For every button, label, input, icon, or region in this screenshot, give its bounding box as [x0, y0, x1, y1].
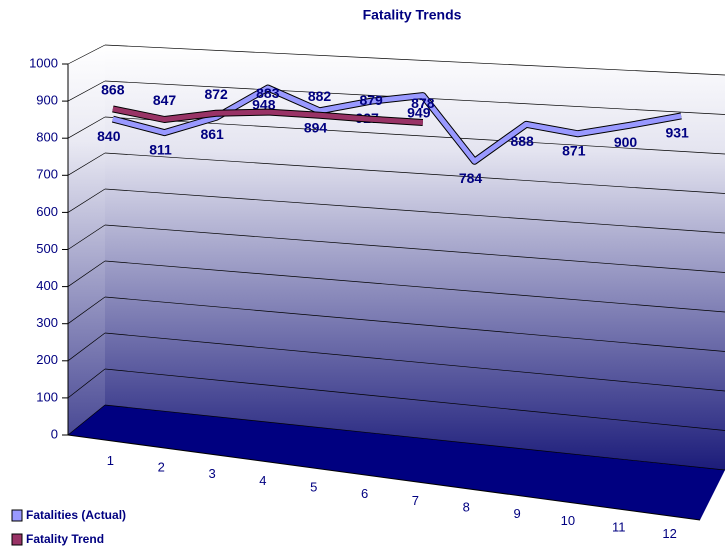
x-tick-label: 4 [259, 473, 266, 488]
data-label: 882 [308, 88, 332, 104]
grid-line [67, 188, 106, 213]
series-line [112, 85, 682, 164]
data-label: 840 [97, 128, 121, 144]
x-tick-label: 10 [561, 513, 575, 528]
data-label: 894 [304, 120, 328, 136]
data-label: 872 [204, 86, 228, 102]
y-tick-label: 200 [36, 352, 58, 367]
data-label: 868 [101, 82, 125, 98]
grid-line [67, 296, 106, 324]
y-tick-label: 300 [36, 315, 58, 330]
grid-line [67, 368, 106, 399]
data-label: 784 [459, 170, 483, 186]
grid-line [67, 404, 106, 436]
grid-line [104, 332, 726, 392]
y-tick-label: 0 [51, 426, 58, 441]
x-tick-label: 7 [412, 493, 419, 508]
series-line [112, 106, 423, 125]
x-tick-label: 5 [310, 479, 317, 494]
grid-line [104, 188, 726, 234]
back-wall [105, 45, 725, 470]
x-tick-label: 9 [513, 506, 520, 521]
grid-line [104, 152, 726, 194]
data-label: 861 [200, 126, 224, 142]
grid-line [67, 152, 106, 176]
y-tick-label: 800 [36, 130, 58, 145]
legend-label: Fatality Trend [26, 532, 104, 546]
grid-line [104, 296, 726, 352]
x-tick-label: 6 [361, 486, 368, 501]
x-tick-label: 2 [158, 459, 165, 474]
data-label: 871 [562, 142, 586, 158]
grid-line [104, 368, 726, 431]
data-label: 847 [153, 92, 177, 108]
y-tick-label: 400 [36, 278, 58, 293]
data-label: 949 [407, 104, 431, 120]
data-label: 900 [614, 134, 638, 150]
x-tick-label: 8 [463, 499, 470, 514]
x-tick-label: 11 [612, 519, 626, 534]
grid-line [67, 260, 106, 287]
grid-line [104, 404, 726, 471]
legend-swatch [11, 509, 23, 522]
grid-line [67, 80, 106, 102]
data-label: 878 [411, 95, 435, 111]
data-label: 888 [510, 133, 534, 149]
y-tick-label: 100 [36, 389, 58, 404]
y-tick-label: 700 [36, 167, 58, 182]
grid-line [67, 332, 106, 362]
grid-line [67, 44, 106, 65]
grid-line [104, 44, 726, 76]
data-label: 883 [256, 85, 280, 101]
x-axis [67, 434, 701, 521]
x-tick-label: 12 [662, 526, 676, 541]
y-tick-label: 1000 [29, 55, 58, 70]
x-tick-label: 1 [107, 453, 114, 468]
legend-swatch [11, 533, 23, 546]
floor [68, 405, 725, 520]
chart-title: Fatality Trends [363, 7, 462, 23]
grid-line [104, 260, 726, 313]
x-tick-label: 3 [208, 466, 215, 481]
data-label: 811 [149, 141, 172, 157]
y-tick-label: 900 [36, 93, 58, 108]
side-wall [68, 45, 105, 435]
data-label: 879 [359, 92, 383, 108]
grid-line [104, 224, 726, 273]
y-tick-label: 500 [36, 241, 58, 256]
grid-line [67, 224, 106, 250]
grid-line [67, 116, 106, 139]
legend-label: Fatalities (Actual) [26, 508, 126, 522]
data-label: 931 [665, 125, 689, 141]
y-tick-label: 600 [36, 204, 58, 219]
